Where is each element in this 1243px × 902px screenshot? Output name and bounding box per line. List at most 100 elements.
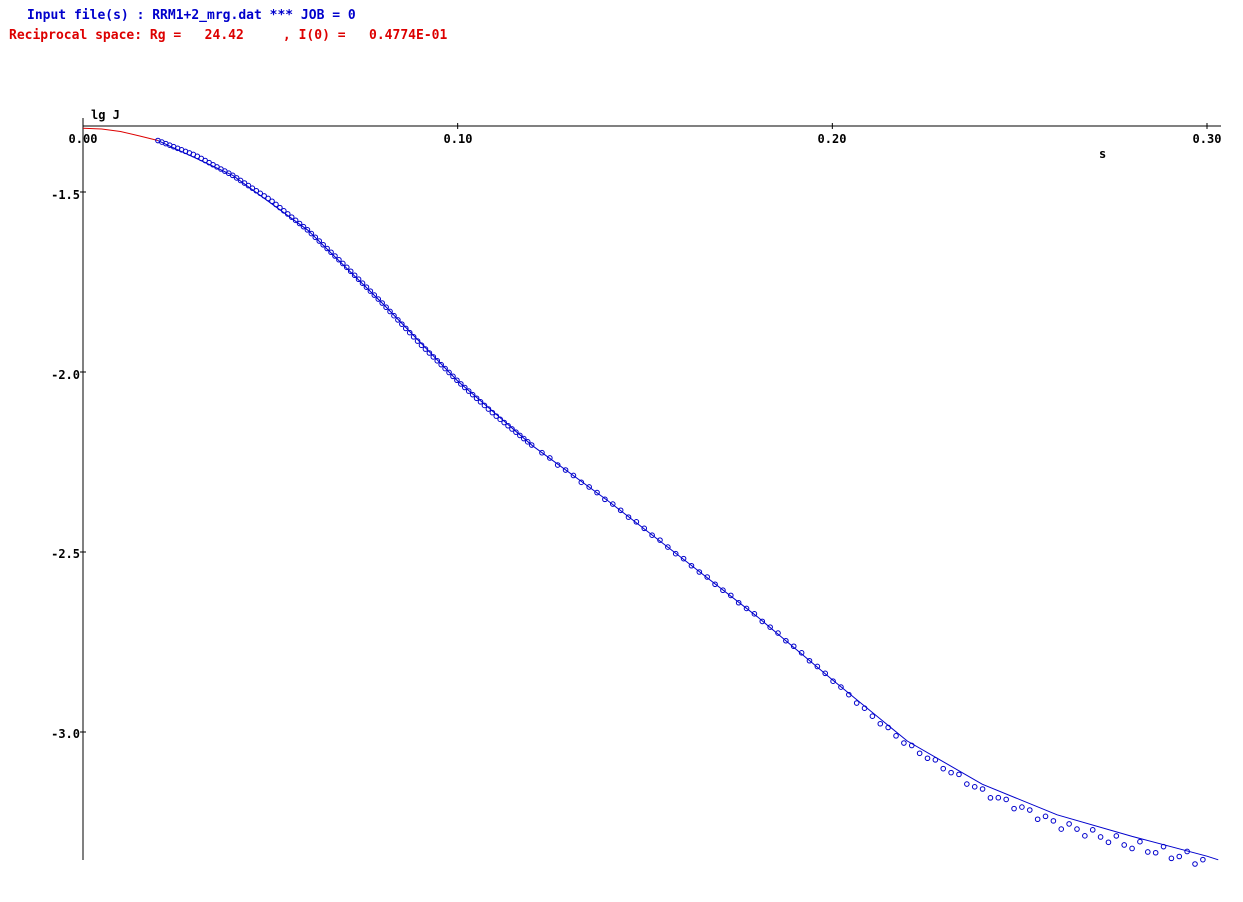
data-point-39	[308, 230, 315, 237]
x-tick-label-1: 0.10	[444, 132, 473, 146]
data-point-36	[296, 220, 303, 227]
data-point-115	[688, 562, 695, 569]
data-point-90	[509, 426, 515, 432]
data-point-176	[1168, 855, 1175, 862]
data-point-27	[261, 193, 267, 199]
data-point-20	[233, 175, 240, 181]
data-point-95	[528, 442, 535, 448]
data-point-37	[300, 223, 307, 230]
data-point-21	[237, 177, 244, 184]
data-point-165	[1082, 833, 1088, 839]
data-point-44	[328, 249, 334, 256]
data-point-123	[751, 611, 758, 617]
x-tick-label-2: 0.20	[818, 132, 847, 146]
data-point-24	[249, 185, 256, 191]
data-point-134	[838, 684, 844, 690]
extrapolation-curve	[82, 127, 159, 142]
y-tick-label-2: -2.5	[51, 547, 80, 561]
data-point-152	[979, 786, 986, 792]
data-point-173	[1145, 849, 1151, 855]
data-point-42	[320, 241, 326, 248]
data-point-26	[257, 190, 264, 197]
data-point-66	[414, 338, 421, 344]
x-tick-label-3: 0.30	[1193, 132, 1222, 146]
data-point-32	[281, 208, 287, 214]
data-point-158	[1026, 807, 1033, 813]
data-point-121	[735, 599, 742, 606]
data-point-168	[1105, 839, 1112, 846]
data-point-154	[995, 794, 1002, 801]
data-point-22	[241, 180, 248, 186]
data-point-49	[347, 268, 354, 275]
fit-curve	[157, 140, 1219, 861]
data-point-83	[481, 402, 488, 409]
data-point-153	[987, 795, 994, 801]
data-point-144	[916, 750, 923, 757]
data-point-146	[932, 757, 939, 763]
data-point-111	[657, 537, 663, 543]
data-point-159	[1034, 816, 1041, 823]
y-tick-label-0: -1.5	[51, 188, 80, 202]
data-point-65	[410, 334, 417, 340]
data-point-43	[324, 245, 330, 252]
data-point-151	[971, 784, 978, 790]
data-point-69	[426, 350, 433, 356]
data-point-133	[830, 678, 836, 685]
data-point-104	[602, 496, 608, 503]
data-point-60	[391, 312, 397, 319]
data-point-93	[521, 435, 527, 442]
data-point-143	[908, 742, 915, 749]
data-point-62	[399, 321, 405, 327]
data-point-142	[901, 740, 907, 746]
data-point-87	[497, 416, 503, 423]
data-point-169	[1113, 833, 1120, 839]
data-point-137	[861, 705, 868, 711]
data-point-112	[665, 544, 671, 550]
data-point-122	[743, 605, 750, 612]
data-point-119	[720, 587, 726, 594]
data-point-135	[846, 691, 852, 698]
data-point-38	[304, 227, 311, 233]
data-point-45	[332, 253, 338, 259]
data-point-163	[1066, 821, 1072, 827]
data-point-88	[501, 419, 507, 426]
data-point-156	[1011, 805, 1017, 812]
data-point-33	[284, 211, 291, 217]
data-point-19	[229, 172, 236, 179]
plot-marks	[80, 123, 1219, 867]
data-point-73	[442, 365, 448, 372]
data-point-180	[1200, 856, 1206, 863]
data-point-171	[1129, 845, 1135, 852]
data-point-92	[517, 432, 523, 439]
data-point-103	[594, 489, 600, 496]
data-point-150	[964, 781, 970, 787]
data-point-160	[1042, 813, 1049, 820]
data-point-136	[853, 700, 860, 706]
y-tick-label-3: -3.0	[51, 727, 80, 741]
data-point-31	[277, 204, 283, 211]
input-file-header: Input file(s) : RRM1+2_mrg.dat *** JOB =…	[27, 8, 356, 23]
data-point-28	[265, 195, 271, 202]
data-point-89	[505, 422, 511, 429]
data-point-114	[680, 555, 687, 562]
data-point-70	[430, 354, 437, 360]
data-point-138	[869, 713, 876, 719]
data-point-125	[767, 624, 773, 630]
data-point-56	[375, 296, 382, 302]
data-point-68	[422, 346, 429, 352]
data-point-74	[446, 369, 452, 376]
data-point-178	[1184, 848, 1190, 855]
data-point-129	[798, 650, 805, 656]
data-point-91	[513, 429, 519, 435]
data-point-34	[288, 214, 295, 220]
data-point-174	[1152, 849, 1159, 856]
data-point-117	[704, 574, 710, 580]
data-point-50	[351, 272, 358, 279]
data-point-170	[1121, 842, 1127, 848]
data-point-85	[489, 409, 496, 416]
data-point-55	[371, 292, 378, 298]
data-point-64	[406, 329, 413, 336]
data-point-101	[578, 479, 585, 486]
data-point-161	[1050, 818, 1057, 824]
data-point-99	[562, 467, 569, 473]
